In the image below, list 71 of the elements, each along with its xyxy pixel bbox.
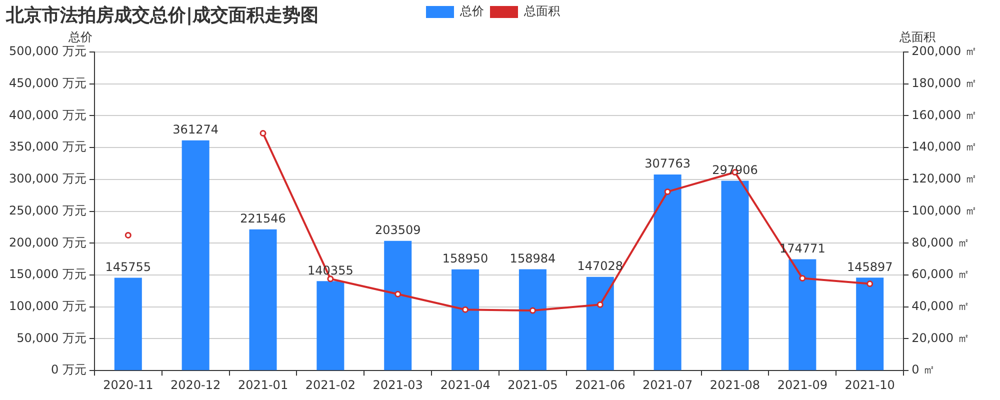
data-label: 307763 (644, 156, 690, 171)
bar (452, 269, 480, 370)
data-label: 158950 (442, 251, 488, 266)
point (462, 306, 469, 313)
y-tick-label: 350,000 万元 (9, 140, 86, 154)
x-tick-label: 2020-11 (103, 378, 154, 392)
y-tick-label: 250,000 万元 (9, 203, 86, 218)
data-label: 361274 (172, 122, 218, 137)
y2-tick-label: 40,000 ㎡ (912, 299, 970, 314)
y-tick-label: 450,000 万元 (9, 76, 86, 90)
point (799, 274, 806, 282)
bar (182, 140, 210, 370)
data-label: 145755 (105, 260, 152, 274)
y2-tick-label: 60,000 ㎡ (912, 267, 970, 282)
x-tick-label: 2021-05 (508, 378, 558, 392)
bar (856, 278, 884, 370)
x-tick-label: 2021-03 (372, 378, 423, 392)
y2-axis-title: 总面积 (898, 30, 936, 44)
y-tick-label: 50,000 万元 (16, 330, 86, 345)
y-tick-label: 150,000 万元 (9, 267, 86, 282)
bar (518, 269, 546, 370)
x-tick-label: 2020-12 (170, 378, 221, 392)
x-tick-label: 2021-08 (710, 378, 760, 392)
data-label: 158984 (510, 251, 556, 266)
data-label: 297906 (712, 162, 758, 177)
x-tick-label: 2021-09 (777, 378, 828, 392)
bar (788, 259, 816, 370)
bar (114, 278, 142, 370)
data-label: 147028 (577, 259, 624, 274)
legend-label: 总价 (459, 4, 484, 18)
y-tick-label: 0 万元 (50, 362, 86, 377)
bar (654, 174, 682, 370)
y2-tick-label: 180,000 ㎡ (912, 76, 977, 90)
point (394, 290, 402, 298)
x-tick-label: 2021-04 (440, 378, 490, 392)
point (596, 301, 604, 308)
data-label: 203509 (374, 223, 421, 238)
y2-tick-label: 200,000 ㎡ (912, 44, 977, 58)
x-tick-label: 2021-02 (305, 378, 356, 392)
bar (384, 240, 412, 370)
y-tick-label: 300,000 万元 (9, 172, 86, 186)
y-tick-label: 100,000 万元 (9, 299, 86, 314)
point (866, 280, 874, 288)
x-tick-label: 2021-07 (642, 378, 693, 392)
y2-tick-label: 120,000 ㎡ (912, 172, 977, 186)
chart-title: 北京市法拍房成交总价|成交面积走势图 (6, 4, 319, 27)
bar (316, 281, 344, 370)
x-tick-label: 2021-06 (575, 378, 626, 392)
point (260, 130, 266, 136)
legend-label: 总面积 (523, 4, 560, 18)
x-tick-label: 2021-10 (844, 378, 895, 392)
y-tick-label: 500,000 万元 (9, 44, 86, 58)
y2-tick-label: 140,000 ㎡ (912, 140, 977, 154)
bar (721, 180, 749, 370)
point (664, 188, 671, 195)
bar (249, 229, 277, 370)
y-axis-title: 总价 (67, 30, 92, 44)
x-tick-label: 2021-01 (238, 378, 288, 392)
point (327, 276, 334, 282)
y2-tick-label: 100,000 ㎡ (912, 203, 977, 218)
y-tick-label: 200,000 万元 (9, 235, 86, 250)
y2-tick-label: 160,000 ㎡ (912, 108, 977, 122)
data-label: 221546 (240, 212, 286, 226)
y2-tick-label: 80,000 ㎡ (912, 235, 970, 250)
data-label: 145897 (846, 260, 893, 274)
y2-tick-label: 0 ㎡ (912, 362, 936, 377)
point (124, 232, 132, 238)
point (529, 307, 536, 314)
bar (586, 276, 614, 370)
y2-tick-label: 20,000 ㎡ (912, 330, 970, 345)
y-tick-label: 400,000 万元 (9, 108, 86, 122)
